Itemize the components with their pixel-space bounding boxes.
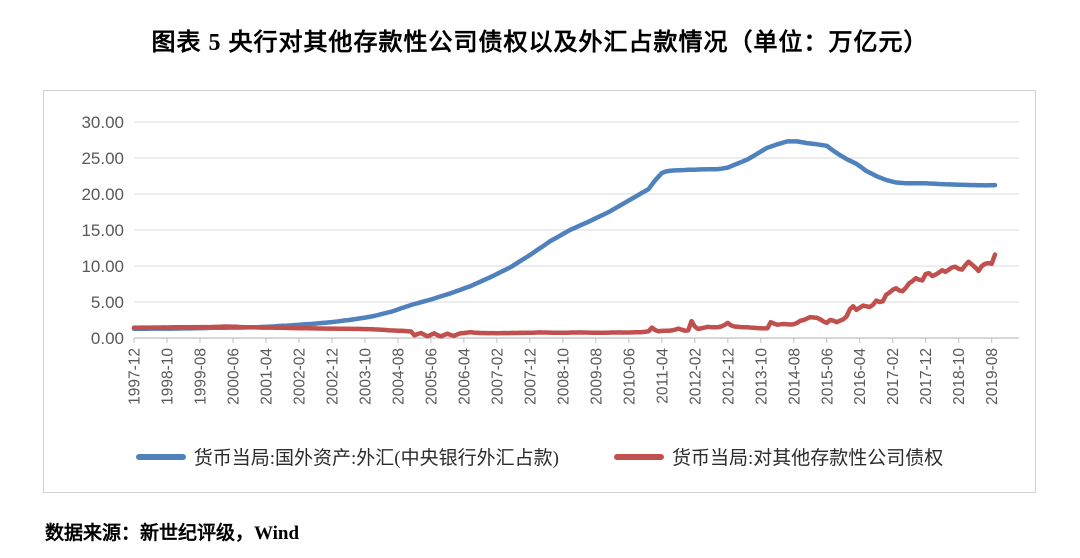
legend-item-claims-on-banks: 货币当局:对其他存款性公司债权 [613, 443, 944, 470]
y-tick-label: 10.00 [81, 257, 124, 276]
x-tick-label: 2011-04 [654, 348, 671, 404]
x-tick-label: 2002-12 [324, 348, 341, 405]
y-tick-label: 30.00 [81, 113, 124, 132]
y-tick-label: 5.00 [91, 293, 124, 312]
x-tick-label: 2013-10 [753, 348, 770, 405]
x-tick-label: 2000-06 [225, 348, 242, 405]
y-tick-label: 25.00 [81, 149, 124, 168]
x-tick-label: 2014-08 [786, 348, 803, 405]
x-tick-label: 2016-04 [852, 348, 869, 405]
x-tick-label: 2010-06 [621, 348, 638, 405]
x-tick-label: 2005-06 [423, 348, 440, 405]
legend-label-claims-on-banks: 货币当局:对其他存款性公司债权 [671, 448, 944, 469]
series-line-red [131, 252, 998, 339]
chart-legend: 货币当局:国外资产:外汇(中央银行外汇占款) 货币当局:对其他存款性公司债权 [44, 443, 1035, 470]
x-tick-label: 2008-10 [555, 348, 572, 405]
chart-title: 图表 5 央行对其他存款性公司债权以及外汇占款情况（单位：万亿元） [151, 30, 929, 56]
x-tick-label: 1998-10 [159, 348, 176, 405]
x-tick-label: 2003-10 [357, 348, 374, 405]
legend-line-swatch-red-icon [613, 453, 664, 460]
legend-item-fx-reserves: 货币当局:国外资产:外汇(中央银行外汇占款) [135, 443, 559, 470]
y-tick-label: 0.00 [91, 329, 124, 348]
legend-label-fx-reserves: 货币当局:国外资产:外汇(中央银行外汇占款) [193, 448, 559, 469]
x-tick-label: 2012-02 [687, 348, 704, 405]
y-tick-label: 20.00 [81, 185, 124, 204]
line-chart: 30.00 25.00 20.00 15.00 10.00 5.00 0.001997-12… [81, 113, 1019, 405]
source-note: 数据来源：新世纪评级，Wind [45, 523, 300, 544]
x-tick-label: 2004-08 [390, 348, 407, 405]
y-axis-labels: 30.00 25.00 20.00 15.00 10.00 5.00 0.00 [81, 113, 124, 348]
series-line-blue [131, 139, 998, 332]
x-tick-label: 1997-12 [127, 348, 144, 405]
x-tick-label: 2018-10 [951, 348, 968, 405]
x-tick-label: 2012-12 [720, 348, 737, 405]
x-tick-label: 2007-12 [522, 348, 539, 405]
gridlines [134, 121, 1019, 303]
y-tick-label: 15.00 [81, 221, 124, 240]
x-tick-label: 2017-12 [918, 348, 935, 405]
x-tick-label: 2009-08 [588, 348, 605, 405]
x-axis-labels: 1997-12 1998-10 1999-08 2000-06 2001-04 2002-… [127, 338, 1001, 405]
legend-line-swatch-blue-icon [135, 453, 186, 460]
x-tick-label: 2019-08 [984, 348, 1001, 405]
x-tick-label: 2015-06 [819, 348, 836, 405]
x-tick-label: 2006-04 [456, 348, 473, 405]
chart-frame: 30.00 25.00 20.00 15.00 10.00 5.00 0.00 1997-12… [43, 90, 1036, 493]
x-tick-label: 2002-02 [291, 348, 308, 405]
x-tick-label: 2017-02 [885, 348, 902, 405]
x-tick-label: 1999-08 [192, 348, 209, 405]
x-tick-label: 2007-02 [489, 348, 506, 405]
x-tick-label: 2001-04 [258, 348, 275, 405]
